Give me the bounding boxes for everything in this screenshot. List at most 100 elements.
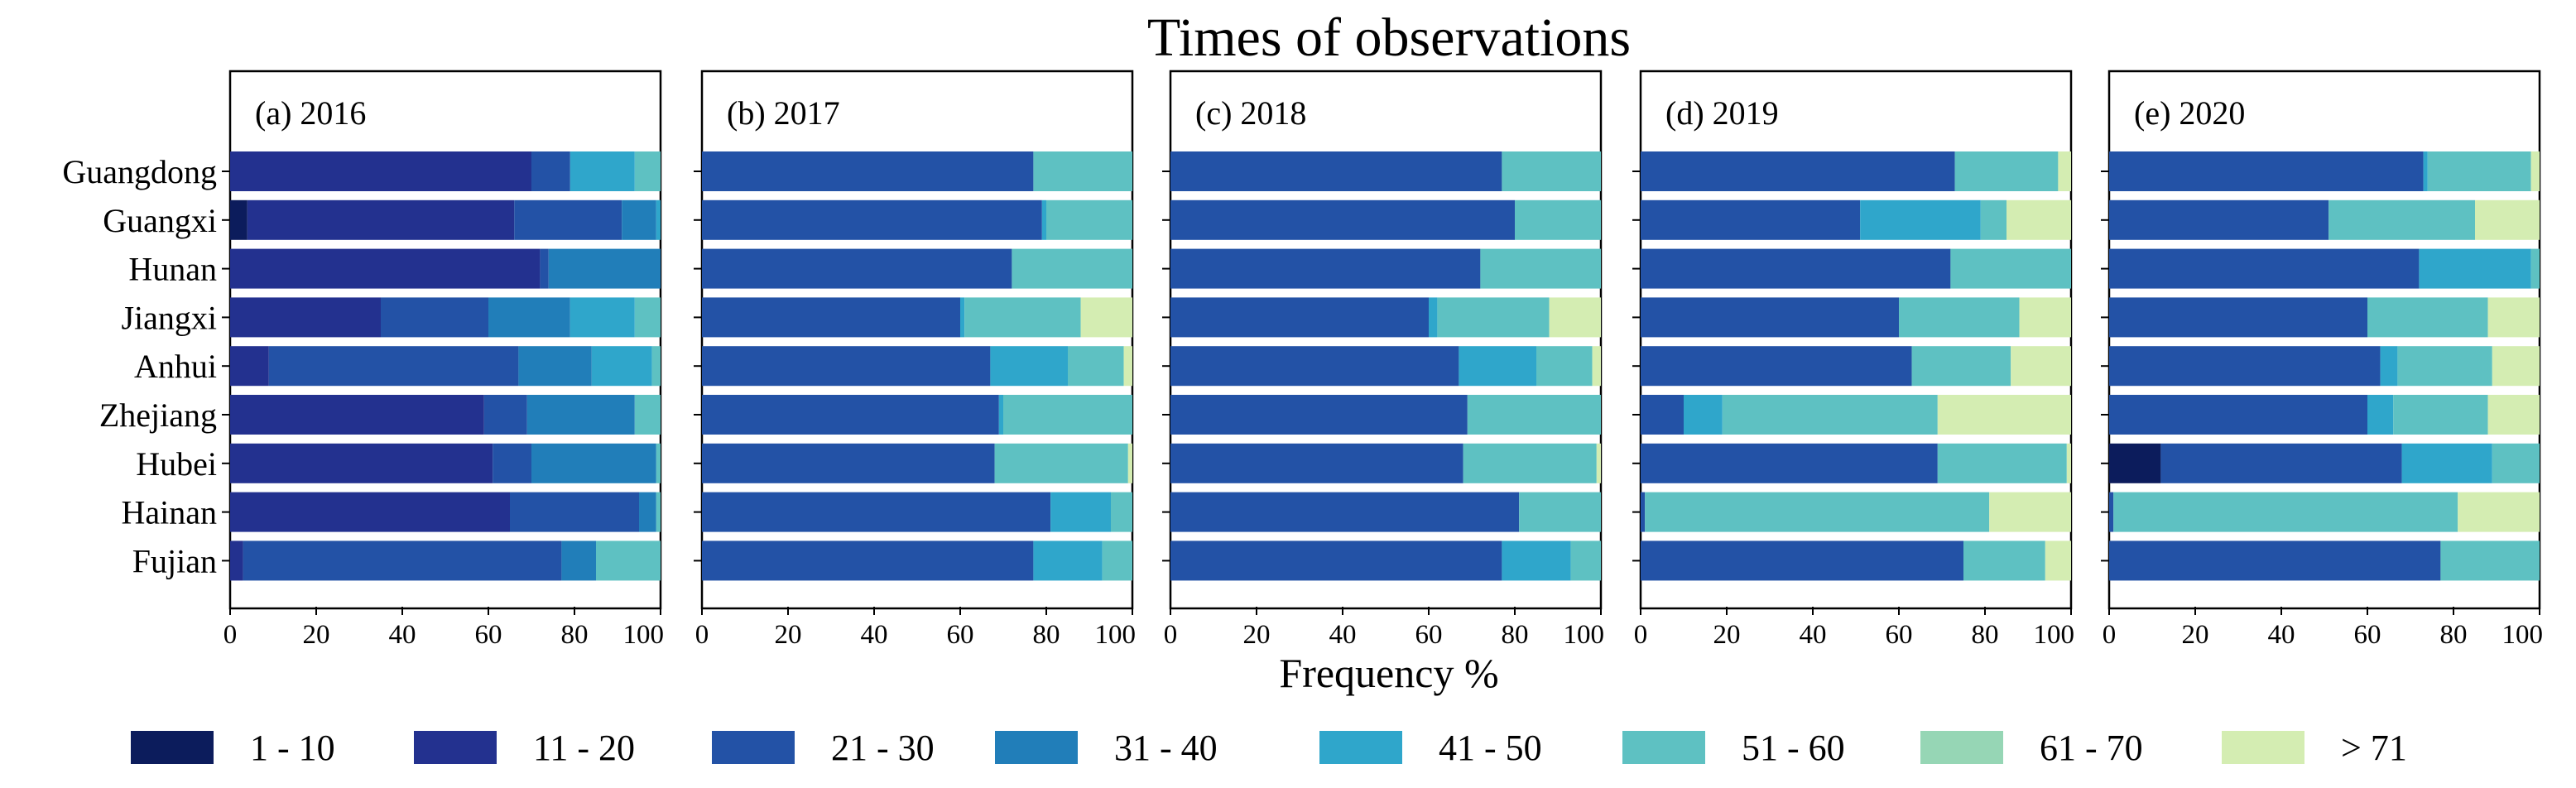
bar-segment (2440, 541, 2540, 581)
legend-item: 41 - 50 (1319, 728, 1542, 768)
bar-segment (2487, 395, 2540, 435)
bar-segment (596, 541, 661, 581)
legend-swatch (1319, 731, 1402, 764)
x-tick-label: 100 (1095, 620, 1137, 650)
bar-segment (531, 443, 656, 483)
bar-segment (1170, 541, 1502, 581)
bar-segment (964, 297, 1081, 338)
bar-segment (1459, 346, 1536, 387)
bar-segment (1502, 151, 1601, 191)
x-tick-label: 60 (947, 620, 974, 650)
bar-segment (2109, 395, 2367, 435)
bar-segment (2109, 492, 2114, 532)
bar-segment (1170, 443, 1463, 483)
bar-segment (1003, 395, 1132, 435)
bar-segment (634, 151, 661, 191)
bar-segment (1012, 248, 1132, 289)
legend-label: 41 - 50 (1439, 728, 1542, 768)
y-tick-label: Guangdong (62, 153, 217, 190)
bar-segment (230, 199, 248, 240)
legend-item: 1 - 10 (131, 728, 335, 768)
legend-label: 51 - 60 (1742, 728, 1845, 768)
legend-label: 31 - 40 (1114, 728, 1218, 768)
bar-segment (230, 395, 484, 435)
panel-label: (a) 2016 (255, 94, 366, 132)
bar-segment (2109, 199, 2329, 240)
bar-segment (1641, 492, 1646, 532)
legend-swatch (1622, 731, 1705, 764)
bar-segment (702, 443, 995, 483)
legend-label: > 71 (2341, 728, 2407, 768)
bar-segment (1102, 541, 1132, 581)
bar-segment (656, 199, 661, 240)
panel-frame (700, 70, 1134, 610)
bar-segment (1641, 151, 1955, 191)
x-tick-label: 20 (775, 620, 802, 650)
bar-segment (2427, 151, 2531, 191)
bar-segment (2423, 151, 2428, 191)
bar-segment (1515, 199, 1601, 240)
x-tick-label: 20 (2182, 620, 2209, 650)
bar-segment (656, 492, 661, 532)
bar-segment (702, 346, 991, 387)
bar-segment (548, 248, 661, 289)
bar-segment (1502, 541, 1571, 581)
bar-segment (1989, 492, 2071, 532)
bar-segment (1641, 248, 1951, 289)
legend-swatch (995, 731, 1078, 764)
bar-segment (1592, 346, 1601, 387)
bar-segment (1684, 395, 1723, 435)
bar-segment (514, 199, 622, 240)
bar-segment (1950, 248, 2071, 289)
bar-segment (1570, 541, 1601, 581)
bar-segment (1170, 395, 1468, 435)
y-tick-label: Guangxi (103, 202, 217, 239)
bar-segment (2109, 151, 2424, 191)
bar-segment (1170, 297, 1429, 338)
bar-segment (1536, 346, 1593, 387)
legend-swatch (712, 731, 795, 764)
bar-segment (1911, 346, 2011, 387)
x-tick-label: 0 (2103, 620, 2117, 650)
bar-segment (1519, 492, 1601, 532)
legend-label: 21 - 30 (831, 728, 935, 768)
x-tick-label: 60 (1886, 620, 1913, 650)
bar-segment (2066, 443, 2071, 483)
bar-segment (230, 248, 541, 289)
bar-segment (510, 492, 639, 532)
bar-segment (1170, 199, 1515, 240)
panel-label: (e) 2020 (2134, 94, 2245, 132)
x-tick-label: 40 (389, 620, 416, 650)
bar-segment (570, 151, 635, 191)
bar-segment (2019, 297, 2071, 338)
bar-segment (2109, 248, 2420, 289)
bar-segment (230, 346, 269, 387)
y-tick-label: Jiangxi (121, 299, 217, 336)
bar-segment (634, 297, 661, 338)
x-axis-label: Frequency % (1279, 650, 1498, 696)
bar-segment (2011, 346, 2071, 387)
bar-segment (2058, 151, 2071, 191)
legend-swatch (131, 731, 214, 764)
bar-segment (2475, 199, 2540, 240)
bar-segment (2530, 248, 2540, 289)
bar-segment (230, 151, 531, 191)
bar-segment (702, 297, 960, 338)
bar-segment (1429, 297, 1438, 338)
bar-segment (1170, 346, 1459, 387)
bar-segment (591, 346, 652, 387)
y-tick-label: Anhui (134, 348, 217, 385)
x-tick-label: 80 (1972, 620, 1999, 650)
bar-segment (656, 443, 661, 483)
x-tick-label: 100 (1564, 620, 1605, 650)
bar-segment (2367, 297, 2488, 338)
legend-item: 61 - 70 (1920, 728, 2143, 768)
panel-frame (1169, 70, 1603, 610)
x-tick-label: 0 (1634, 620, 1648, 650)
bar-segment (531, 151, 570, 191)
bar-segment (483, 395, 527, 435)
bar-segment (518, 346, 592, 387)
bar-segment (1111, 492, 1132, 532)
bar-segment (1127, 443, 1132, 483)
bar-segment (702, 151, 1034, 191)
